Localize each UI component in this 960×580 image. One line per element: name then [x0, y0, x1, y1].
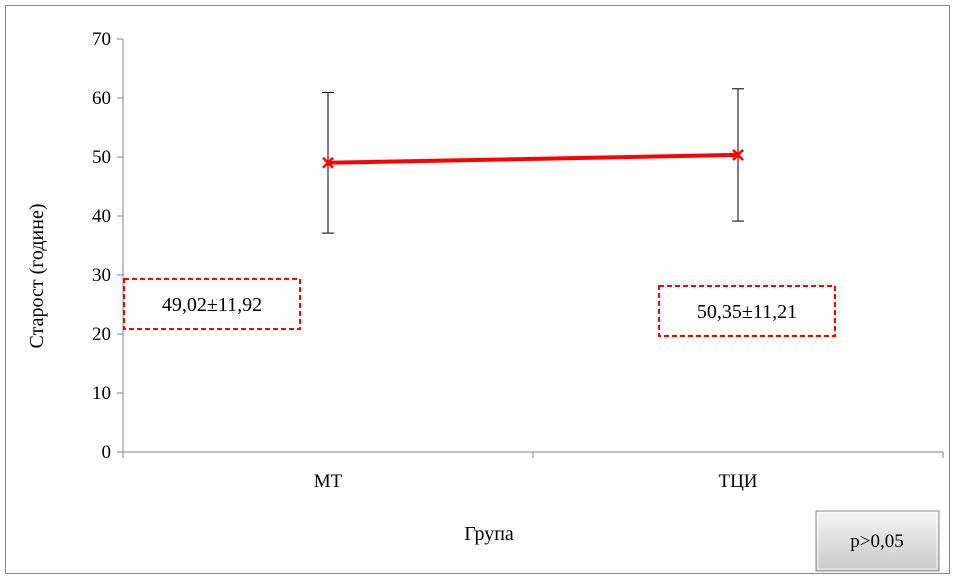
y-tick-label: 20: [92, 324, 111, 345]
data-point: [732, 148, 744, 161]
data-label: 49,02±11,92: [123, 278, 301, 330]
y-tick-label: 40: [92, 206, 111, 227]
y-tick-label: 30: [92, 265, 111, 286]
x-tick-label: МТ: [314, 471, 343, 492]
y-tick-label: 0: [102, 442, 112, 463]
x-ticks: МТ ТЦИ: [122, 452, 944, 492]
p-value-text: p>0,05: [850, 531, 903, 552]
data-labels: 49,02±11,92 50,35±11,21: [123, 278, 836, 337]
y-tick-label: 70: [92, 29, 111, 50]
chart: 0 10 20 30 40 50 60 70 МТ ТЦИ 49,02±11,92 50,35±1…: [26, 29, 944, 572]
data-point: [322, 156, 334, 169]
data-label-text: 49,02±11,92: [162, 294, 262, 316]
data-label: 50,35±11,21: [658, 285, 836, 337]
axes: [122, 39, 943, 453]
y-ticks: 0 10 20 30 40 50 60 70: [92, 29, 123, 463]
data-label-text: 50,35±11,21: [697, 301, 797, 323]
x-axis-title: Група: [464, 523, 514, 545]
series: [322, 148, 744, 169]
y-tick-label: 50: [92, 147, 111, 168]
series-line: [327, 152, 739, 165]
y-tick-label: 10: [92, 383, 111, 404]
y-tick-label: 60: [92, 88, 111, 109]
p-value-badge: p>0,05: [815, 510, 940, 572]
x-tick-label: ТЦИ: [718, 471, 757, 492]
chart-frame: 0 10 20 30 40 50 60 70 МТ ТЦИ 49,02±11,92 50,35±1…: [5, 5, 950, 574]
y-axis-title: Старост (године): [26, 204, 48, 349]
